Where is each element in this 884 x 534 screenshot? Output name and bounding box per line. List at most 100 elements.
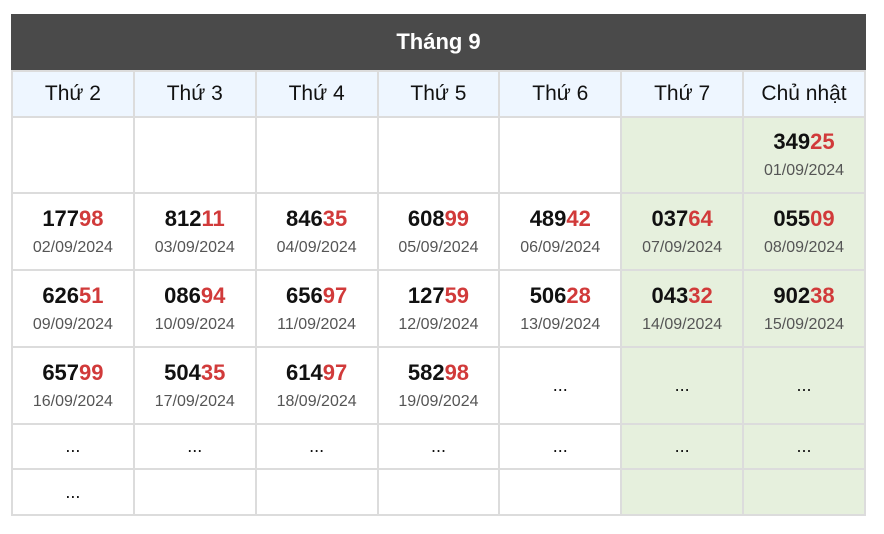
- number-head: 504: [164, 359, 201, 385]
- day-cell: 90238 15/09/2024: [742, 269, 866, 348]
- day-cell: ...: [620, 423, 745, 470]
- day-cell: 48942 06/09/2024: [498, 192, 623, 271]
- day-cell: ...: [498, 423, 623, 470]
- week-row: ...: [11, 468, 866, 516]
- day-cell: 50628 13/09/2024: [498, 269, 623, 348]
- day-cell: [376, 468, 501, 516]
- day-cell: 61497 18/09/2024: [254, 346, 379, 425]
- draw-date: 19/09/2024: [398, 392, 479, 410]
- day-cell: [620, 468, 745, 516]
- number-head: 582: [407, 359, 445, 385]
- number-tail: 99: [79, 359, 104, 385]
- placeholder-dots: ...: [796, 375, 812, 395]
- number-head: 846: [286, 205, 323, 231]
- day-cell: 58298 19/09/2024: [376, 346, 501, 425]
- draw-date: 12/09/2024: [398, 315, 479, 333]
- draw-date: 06/09/2024: [520, 238, 601, 256]
- number-tail: 51: [79, 282, 104, 308]
- number-head: 608: [407, 205, 445, 231]
- number-head: 037: [651, 205, 689, 231]
- placeholder-dots: ...: [674, 436, 690, 456]
- day-cell: 60899 05/09/2024: [376, 192, 501, 271]
- placeholder-dots: ...: [430, 436, 446, 456]
- draw-date: 07/09/2024: [642, 238, 723, 256]
- number-tail: 99: [444, 205, 470, 231]
- weekday-header: Thứ 4: [254, 70, 379, 118]
- day-cell: [11, 116, 135, 194]
- day-cell: [254, 116, 379, 194]
- number-head: 614: [286, 359, 323, 385]
- weekday-header-row: Thứ 2 Thứ 3 Thứ 4 Thứ 5 Thứ 6 Thứ 7 Chủ nhật: [11, 70, 866, 118]
- lottery-number: 61497: [257, 360, 377, 386]
- lottery-number: 05509: [744, 206, 864, 232]
- number-tail: 35: [322, 205, 348, 231]
- lottery-number: 58298: [379, 360, 499, 386]
- day-cell: 65697 11/09/2024: [254, 269, 379, 348]
- week-row: 62651 09/09/2024 08694 10/09/2024 65697 11/09…: [11, 269, 866, 348]
- day-cell: 34925 01/09/2024: [742, 116, 866, 194]
- day-cell: 50435 17/09/2024: [132, 346, 257, 425]
- month-title: Tháng 9: [11, 14, 866, 70]
- day-cell: [498, 468, 623, 516]
- lottery-number: 03764: [622, 206, 742, 232]
- day-cell: ...: [742, 346, 866, 425]
- day-cell: [254, 468, 379, 516]
- weekday-header: Thứ 2: [11, 70, 135, 118]
- placeholder-dots: ...: [552, 375, 568, 395]
- weekday-header: Thứ 3: [132, 70, 257, 118]
- number-tail: 38: [810, 282, 835, 308]
- placeholder-dots: ...: [65, 436, 81, 456]
- weekday-header: Thứ 7: [620, 70, 745, 118]
- calendar-table: Thứ 2 Thứ 3 Thứ 4 Thứ 5 Thứ 6 Thứ 7 Chủ nhật 3…: [11, 70, 866, 516]
- number-tail: 11: [201, 205, 225, 231]
- draw-date: 02/09/2024: [32, 238, 113, 256]
- number-head: 043: [651, 282, 689, 308]
- number-tail: 98: [79, 205, 104, 231]
- week-row: 17798 02/09/2024 81211 03/09/2024 84635 04/09…: [11, 192, 866, 271]
- draw-date: 14/09/2024: [642, 315, 723, 333]
- number-tail: 97: [322, 359, 348, 385]
- number-tail: 09: [810, 205, 835, 231]
- draw-date: 15/09/2024: [763, 315, 845, 333]
- day-cell: 62651 09/09/2024: [11, 269, 135, 348]
- lottery-number: 12759: [379, 283, 499, 309]
- number-head: 506: [529, 282, 567, 308]
- number-head: 127: [407, 282, 445, 308]
- day-cell: [132, 116, 257, 194]
- draw-date: 17/09/2024: [154, 392, 235, 410]
- number-head: 349: [773, 129, 811, 154]
- number-head: 902: [773, 282, 811, 308]
- draw-date: 16/09/2024: [32, 392, 113, 410]
- placeholder-dots: ...: [674, 375, 690, 395]
- lottery-number: 48942: [500, 206, 620, 232]
- day-cell: [742, 468, 866, 516]
- number-tail: 28: [566, 282, 591, 308]
- number-head: 489: [529, 205, 567, 231]
- day-cell: 17798 02/09/2024: [11, 192, 135, 271]
- weekday-header: Thứ 6: [498, 70, 623, 118]
- number-tail: 64: [688, 205, 713, 231]
- day-cell: 84635 04/09/2024: [254, 192, 379, 271]
- day-cell: [132, 468, 257, 516]
- day-cell: ...: [11, 423, 135, 470]
- day-cell: 03764 07/09/2024: [620, 192, 745, 271]
- day-cell: 08694 10/09/2024: [132, 269, 257, 348]
- number-head: 177: [42, 205, 80, 231]
- draw-date: 01/09/2024: [763, 162, 845, 179]
- lottery-number: 62651: [13, 283, 133, 309]
- number-tail: 98: [444, 359, 470, 385]
- placeholder-dots: ...: [796, 436, 812, 456]
- day-cell: ...: [132, 423, 257, 470]
- number-tail: 94: [200, 282, 226, 308]
- day-cell: ...: [11, 468, 135, 516]
- number-head: 055: [773, 205, 811, 231]
- lottery-number: 04332: [622, 283, 742, 309]
- weekday-header: Chủ nhật: [742, 70, 866, 118]
- lottery-number: 65697: [257, 283, 377, 309]
- lottery-number: 65799: [13, 360, 133, 386]
- placeholder-dots: ...: [552, 436, 568, 456]
- day-cell: 05509 08/09/2024: [742, 192, 866, 271]
- day-cell: ...: [620, 346, 745, 425]
- day-cell: 04332 14/09/2024: [620, 269, 745, 348]
- number-tail: 97: [322, 282, 348, 308]
